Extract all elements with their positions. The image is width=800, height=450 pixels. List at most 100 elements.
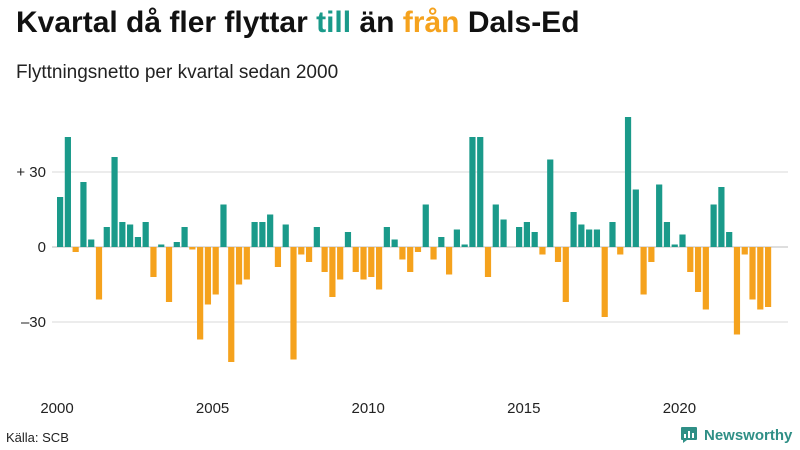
bar (352, 247, 359, 272)
bar (749, 247, 756, 300)
bar (235, 247, 243, 285)
bar (165, 247, 173, 302)
newsworthy-brand[interactable]: Newsworthy (680, 426, 792, 444)
bar (189, 247, 196, 250)
bar (119, 222, 126, 247)
bar (539, 247, 546, 255)
bar (243, 247, 250, 280)
bar (516, 227, 523, 247)
bar (702, 247, 709, 310)
bar (562, 247, 569, 302)
bar (500, 219, 507, 247)
bar (694, 247, 702, 292)
bar (111, 157, 118, 247)
bar (477, 137, 484, 247)
title-part-3: Dals-Ed (459, 6, 580, 39)
bar (617, 247, 624, 255)
bar (586, 229, 593, 247)
bar (103, 227, 110, 247)
bar (593, 229, 601, 247)
bar (80, 182, 87, 247)
bar (726, 232, 733, 247)
bar (663, 222, 671, 247)
bar (438, 237, 445, 247)
bar (764, 247, 772, 307)
bar (375, 247, 383, 290)
bar (648, 247, 655, 262)
bar (422, 204, 429, 247)
bar (609, 222, 616, 247)
bar (313, 227, 320, 247)
x-tick-label: 2000 (40, 400, 73, 417)
bar (640, 247, 647, 295)
bar (368, 247, 375, 277)
bar (274, 247, 282, 267)
bar (624, 117, 632, 247)
bar (142, 222, 149, 247)
bar (391, 239, 398, 247)
bar (461, 244, 468, 247)
bar (414, 247, 422, 252)
bar (733, 247, 741, 335)
bar (321, 247, 328, 272)
x-tick-label: 2020 (663, 400, 696, 417)
bar (469, 137, 476, 247)
bar (290, 247, 297, 360)
bar (298, 247, 305, 255)
bar-chart: + 30 0 –30 2000 2005 2010 2015 2020 (16, 117, 788, 417)
bar (220, 204, 227, 247)
y-tick-label: 0 (38, 239, 46, 256)
bar (204, 247, 212, 305)
bar (228, 247, 235, 362)
bar (88, 239, 95, 247)
brand-name: Newsworthy (704, 426, 793, 444)
bar (259, 222, 266, 247)
bar (305, 247, 313, 262)
bar (134, 237, 141, 247)
title-part-1: Kvartal då fler flyttar (16, 6, 317, 39)
bar (547, 159, 554, 247)
bar (197, 247, 204, 340)
bar (492, 204, 499, 247)
x-tick-label: 2005 (196, 400, 229, 417)
bar (181, 227, 188, 247)
x-tick-label: 2010 (352, 400, 385, 417)
y-tick-label: + 30 (16, 164, 46, 181)
bar (383, 227, 390, 247)
bar (360, 247, 367, 280)
bar (95, 247, 103, 300)
bar (554, 247, 562, 262)
bar (212, 247, 219, 295)
bar (72, 247, 79, 252)
bar (430, 247, 437, 260)
bar (757, 247, 764, 310)
title-fran: från (402, 6, 460, 39)
bar (718, 187, 725, 247)
bar (127, 224, 134, 247)
bar (344, 232, 352, 247)
bar (710, 204, 717, 247)
y-tick-label: –30 (21, 314, 46, 331)
bar (679, 234, 686, 247)
bar (267, 214, 274, 247)
bar (523, 222, 530, 247)
bar (57, 197, 64, 247)
bar (337, 247, 344, 280)
bar (601, 247, 608, 317)
bar (158, 244, 165, 247)
x-tick-label: 2015 (507, 400, 540, 417)
title-till: till (316, 6, 352, 39)
bar (282, 224, 289, 247)
bar (632, 189, 639, 247)
bar (329, 247, 336, 297)
source-label: Källa: SCB (6, 430, 69, 445)
chart-subtitle: Flyttningsnetto per kvartal sedan 2000 (16, 62, 339, 83)
bar (150, 247, 157, 277)
bar (173, 242, 180, 247)
bar (671, 244, 678, 247)
bar (453, 229, 460, 247)
chart-title: Kvartal då fler flyttar till än från Dal… (16, 6, 580, 40)
bar (446, 247, 453, 275)
bar (578, 224, 585, 247)
bar (484, 247, 492, 277)
